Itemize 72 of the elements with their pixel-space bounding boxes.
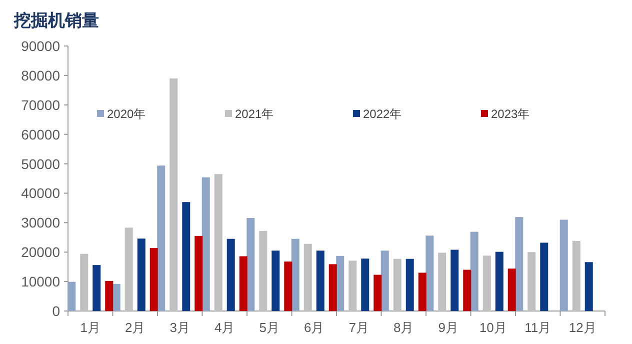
chart-title: 挖掘机销量 xyxy=(13,11,99,30)
x-tick-label: 11月 xyxy=(524,320,552,335)
bar xyxy=(418,272,426,311)
y-tick-label: 70000 xyxy=(21,96,60,113)
bar xyxy=(495,252,504,311)
bar xyxy=(572,240,580,311)
bar xyxy=(137,238,146,311)
y-tick-label: 30000 xyxy=(21,214,60,231)
bar xyxy=(328,264,337,311)
bar xyxy=(304,244,312,311)
y-tick-label: 90000 xyxy=(21,38,60,54)
y-tick-label: 50000 xyxy=(21,156,60,172)
y-tick-label: 10000 xyxy=(21,274,60,290)
bar xyxy=(348,260,357,311)
x-tick-label: 3月 xyxy=(170,320,190,335)
bar xyxy=(284,262,292,311)
bar xyxy=(259,230,268,311)
bar xyxy=(202,177,210,311)
bar xyxy=(438,252,446,311)
bar xyxy=(124,228,133,311)
x-tick-label: 4月 xyxy=(214,320,235,335)
bar xyxy=(92,265,101,311)
legend-label: 2021年 xyxy=(235,107,274,121)
bar xyxy=(463,270,472,311)
bar xyxy=(246,218,255,311)
y-tick-label: 40000 xyxy=(21,185,60,202)
bar xyxy=(380,250,389,311)
bar xyxy=(194,236,203,311)
bar xyxy=(528,252,536,311)
x-tick-label: 10月 xyxy=(479,320,507,335)
bar xyxy=(584,262,593,311)
bar xyxy=(150,248,158,311)
bar xyxy=(450,250,459,311)
bar xyxy=(393,258,402,311)
bar xyxy=(214,174,222,311)
y-tick-label: 60000 xyxy=(21,126,60,142)
bar xyxy=(361,258,370,311)
bar xyxy=(239,256,248,311)
y-tick-label: 80000 xyxy=(21,67,60,84)
legend-label: 2023年 xyxy=(491,107,530,121)
bar xyxy=(426,236,434,311)
x-tick-label: 1月 xyxy=(80,320,100,335)
bar xyxy=(182,202,190,311)
bar xyxy=(374,274,382,311)
bar xyxy=(316,250,324,311)
legend-label: 2022年 xyxy=(363,107,402,121)
legend-label: 2020年 xyxy=(107,107,146,121)
bar xyxy=(80,254,88,311)
x-tick-label: 5月 xyxy=(259,320,280,335)
y-tick-label: 0 xyxy=(52,303,60,319)
bar xyxy=(540,242,548,311)
bar xyxy=(226,238,235,311)
bar xyxy=(291,238,300,311)
bar xyxy=(482,256,491,311)
bar xyxy=(272,250,280,311)
x-tick-label: 12月 xyxy=(568,320,596,335)
x-tick-label: 8月 xyxy=(394,320,414,335)
x-tick-label: 7月 xyxy=(348,320,369,335)
x-tick-label: 2月 xyxy=(125,320,146,335)
x-tick-label: 6月 xyxy=(304,320,324,335)
bar xyxy=(560,220,568,311)
y-tick-label: 20000 xyxy=(21,244,60,260)
bar xyxy=(170,78,178,311)
x-tick-label: 9月 xyxy=(438,320,458,335)
bar xyxy=(157,166,166,311)
bar xyxy=(68,282,76,311)
bar xyxy=(406,258,414,311)
bar xyxy=(105,280,114,311)
bar xyxy=(508,268,516,311)
bar xyxy=(470,232,478,311)
bar xyxy=(515,217,524,311)
bar xyxy=(112,284,120,311)
